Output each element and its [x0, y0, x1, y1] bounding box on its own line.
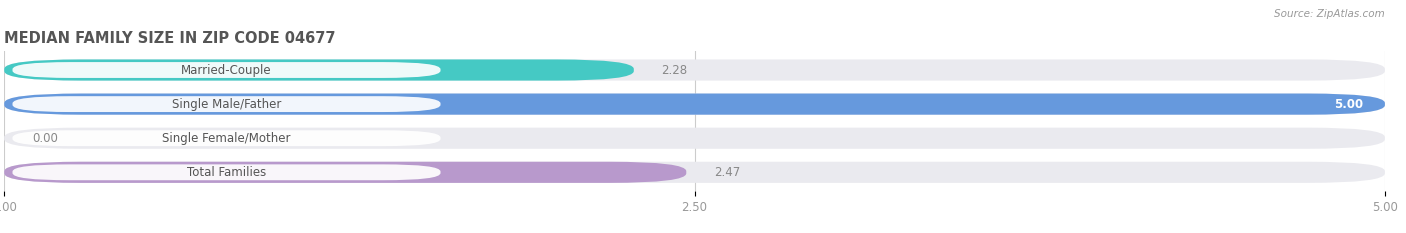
- Text: 5.00: 5.00: [1334, 98, 1362, 111]
- FancyBboxPatch shape: [13, 130, 440, 146]
- FancyBboxPatch shape: [4, 93, 1385, 115]
- FancyBboxPatch shape: [13, 96, 440, 112]
- Text: MEDIAN FAMILY SIZE IN ZIP CODE 04677: MEDIAN FAMILY SIZE IN ZIP CODE 04677: [4, 31, 336, 46]
- FancyBboxPatch shape: [4, 162, 686, 183]
- FancyBboxPatch shape: [4, 59, 1385, 81]
- Text: Total Families: Total Families: [187, 166, 266, 179]
- FancyBboxPatch shape: [4, 162, 1385, 183]
- Text: 2.47: 2.47: [714, 166, 740, 179]
- FancyBboxPatch shape: [4, 93, 1385, 115]
- FancyBboxPatch shape: [13, 164, 440, 180]
- Text: 0.00: 0.00: [32, 132, 58, 145]
- Text: Single Male/Father: Single Male/Father: [172, 98, 281, 111]
- FancyBboxPatch shape: [13, 62, 440, 78]
- FancyBboxPatch shape: [4, 59, 634, 81]
- Text: Single Female/Mother: Single Female/Mother: [162, 132, 291, 145]
- Text: 2.28: 2.28: [661, 64, 688, 76]
- Text: Married-Couple: Married-Couple: [181, 64, 271, 76]
- Text: Source: ZipAtlas.com: Source: ZipAtlas.com: [1274, 9, 1385, 19]
- FancyBboxPatch shape: [4, 128, 1385, 149]
